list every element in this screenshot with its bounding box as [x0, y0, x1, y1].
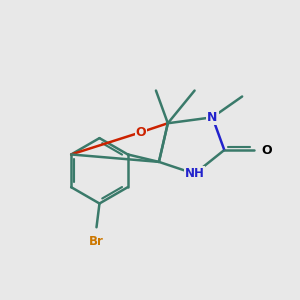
Text: Br: Br — [89, 235, 104, 248]
Text: NH: NH — [184, 167, 205, 180]
Text: O: O — [262, 143, 272, 157]
Text: N: N — [207, 111, 218, 124]
Text: O: O — [136, 126, 146, 139]
